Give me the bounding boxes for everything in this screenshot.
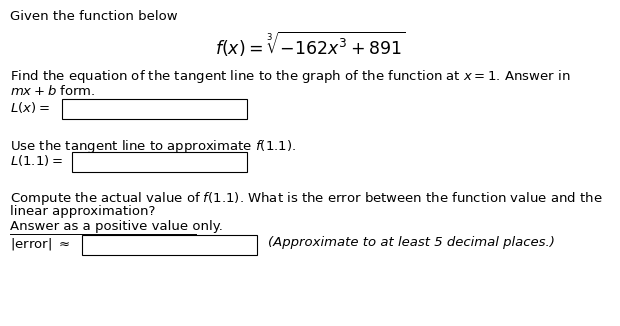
Text: linear approximation?: linear approximation? — [10, 205, 156, 218]
Text: $f(x) = \sqrt[3]{-162x^3 + 891}$: $f(x) = \sqrt[3]{-162x^3 + 891}$ — [215, 30, 405, 59]
Text: Find the equation of the tangent line to the graph of the function at $x = 1$. A: Find the equation of the tangent line to… — [10, 68, 570, 85]
Text: $L(x) =$: $L(x) =$ — [10, 100, 50, 115]
Text: $L(1.1) =$: $L(1.1) =$ — [10, 153, 63, 168]
Bar — [62, 99, 247, 119]
Text: Use the tangent line to approximate $f(1.1)$.: Use the tangent line to approximate $f(1… — [10, 138, 296, 155]
Text: $|$error$|$ $\approx$: $|$error$|$ $\approx$ — [10, 236, 70, 252]
Text: Answer as a positive value only.: Answer as a positive value only. — [10, 220, 223, 233]
Bar — [72, 152, 247, 172]
Text: Given the function below: Given the function below — [10, 10, 177, 23]
Bar — [82, 235, 257, 255]
Text: Compute the actual value of $f(1.1)$. What is the error between the function val: Compute the actual value of $f(1.1)$. Wh… — [10, 190, 603, 207]
Text: (Approximate to at least 5 decimal places.): (Approximate to at least 5 decimal place… — [268, 236, 555, 249]
Text: $mx + b$ form.: $mx + b$ form. — [10, 84, 95, 98]
